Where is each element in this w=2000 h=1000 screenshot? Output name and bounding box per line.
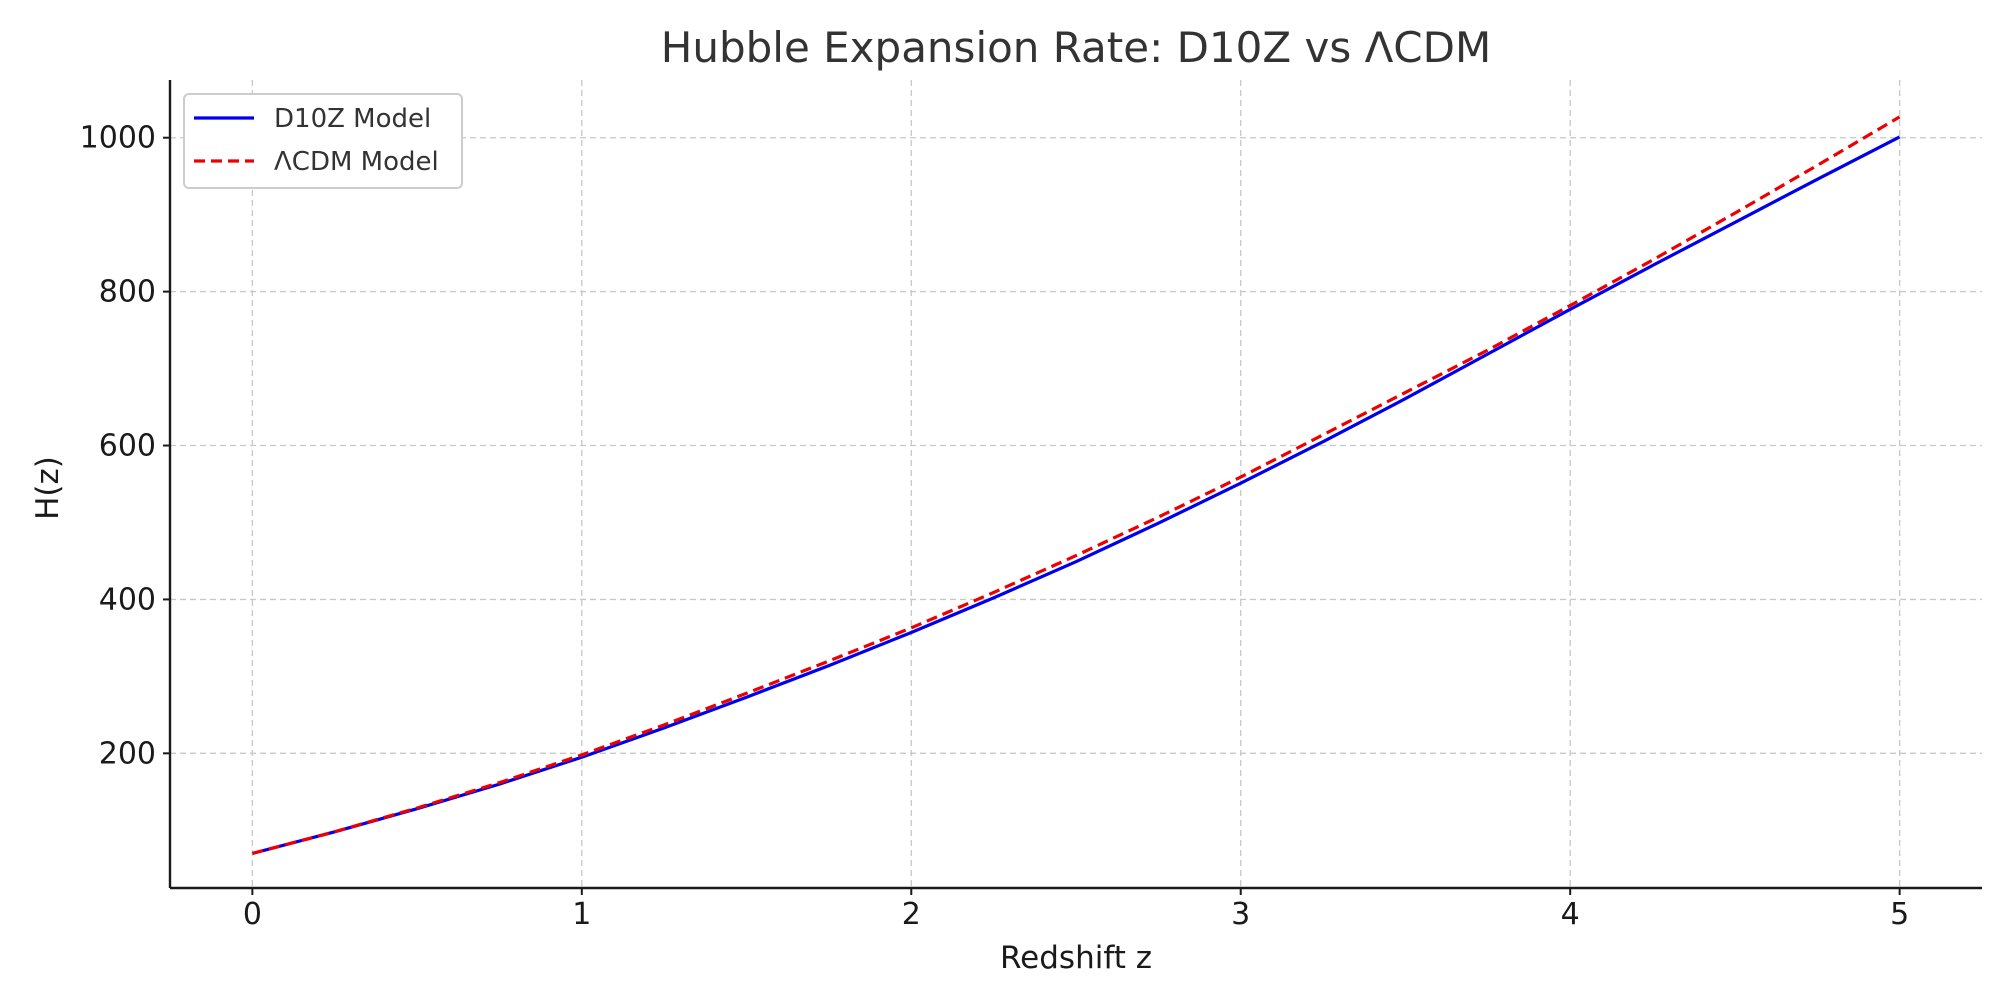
x-tick-label: 2 bbox=[902, 897, 921, 932]
series-line-d10z bbox=[251, 135, 1901, 855]
x-tick-label: 4 bbox=[1561, 897, 1580, 932]
legend: D10Z Model ΛCDM Model bbox=[183, 93, 463, 189]
legend-label-lcdm: ΛCDM Model bbox=[274, 147, 439, 177]
y-axis-label: H(z) bbox=[30, 456, 66, 520]
y-tick-label: 200 bbox=[99, 736, 156, 771]
series-lines bbox=[251, 115, 1901, 855]
x-tick-label: 1 bbox=[572, 897, 591, 932]
x-axis-label: Redshift z bbox=[1000, 940, 1152, 976]
x-tick-label: 5 bbox=[1890, 897, 1909, 932]
y-tick-label: 600 bbox=[99, 429, 156, 464]
grid-lines bbox=[170, 80, 1982, 888]
x-tick-label: 0 bbox=[243, 897, 262, 932]
y-tick-label: 400 bbox=[99, 582, 156, 617]
y-tick-label: 1000 bbox=[80, 121, 156, 156]
axes bbox=[168, 80, 1982, 890]
chart-title: Hubble Expansion Rate: D10Z vs ΛCDM bbox=[661, 23, 1491, 72]
y-tick-label: 800 bbox=[99, 275, 156, 310]
axis-ticks: 0 1 2 3 4 5 200 400 600 800 1000 bbox=[80, 121, 1910, 932]
legend-label-d10z: D10Z Model bbox=[274, 104, 431, 134]
series-line-lcdm bbox=[251, 115, 1901, 855]
x-tick-label: 3 bbox=[1231, 897, 1250, 932]
